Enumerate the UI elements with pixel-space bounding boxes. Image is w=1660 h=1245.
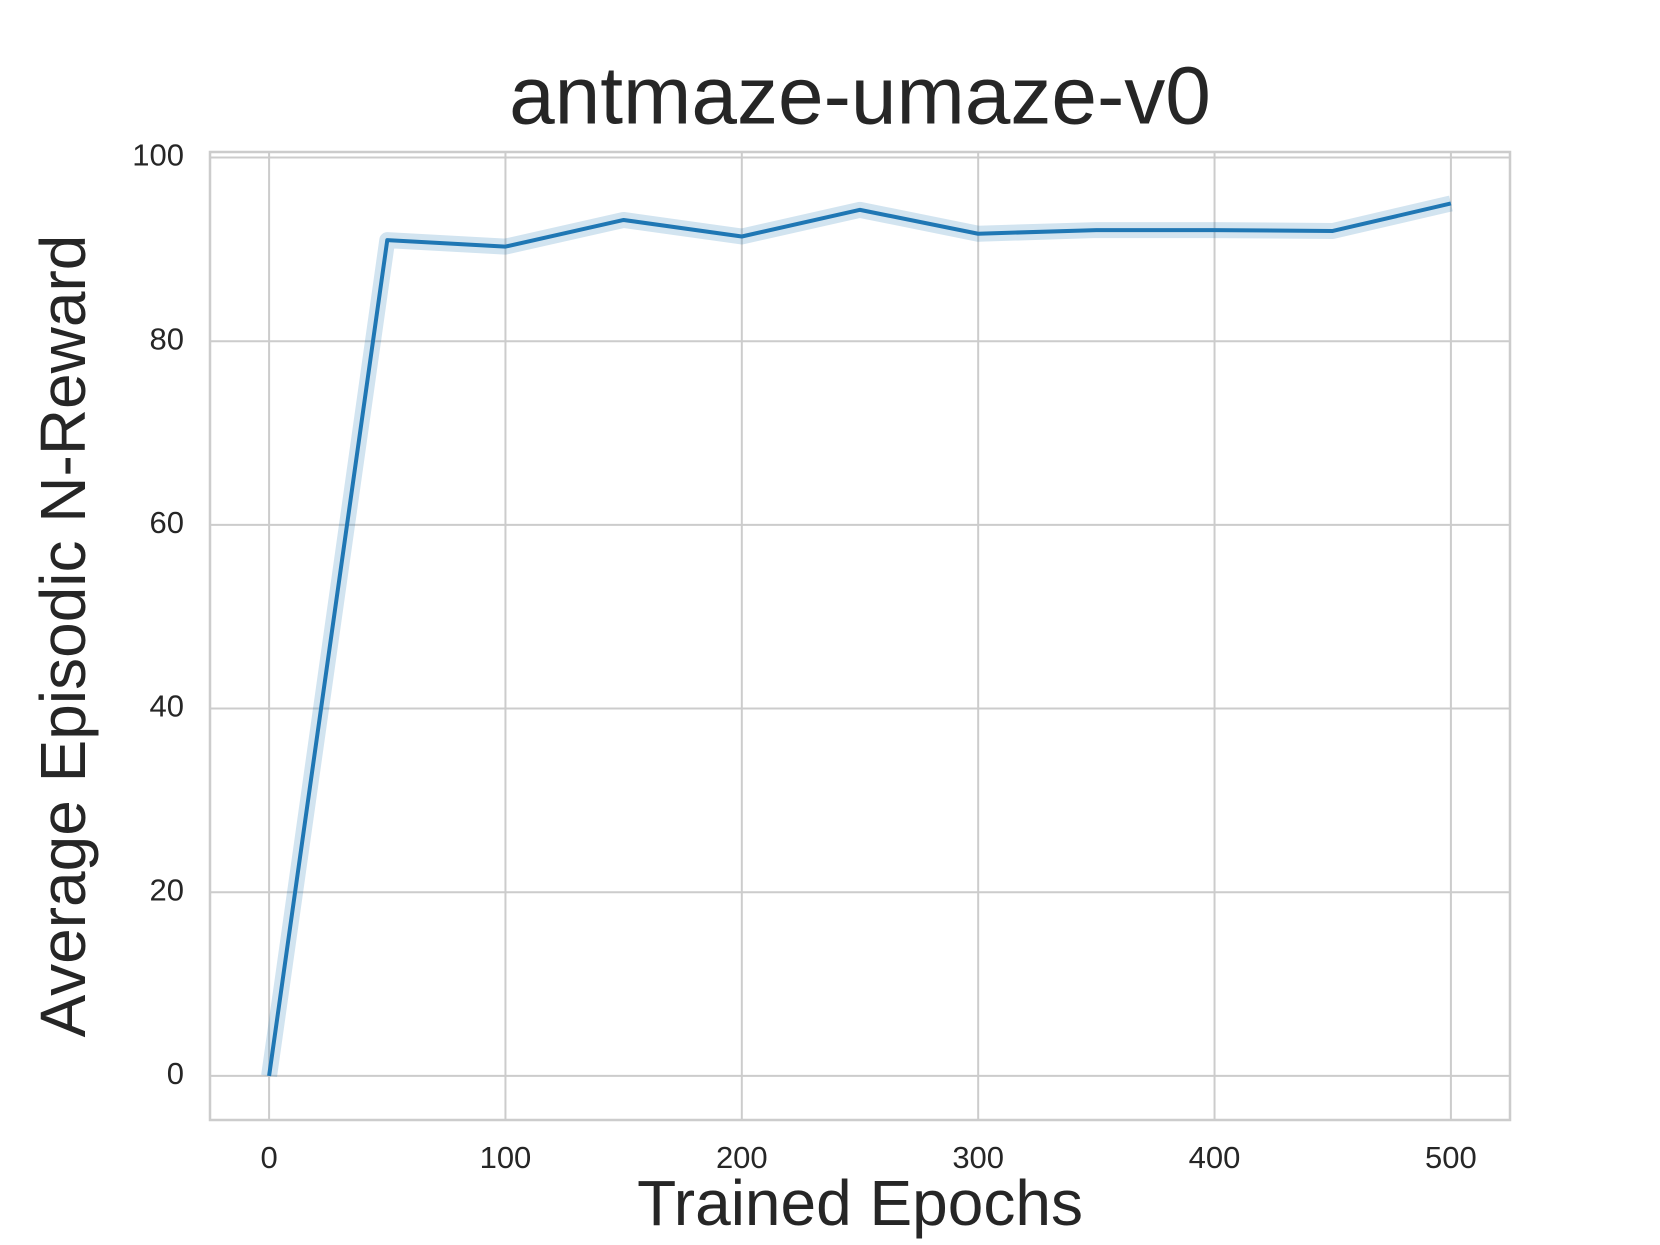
y-axis-label: Average Episodic N-Reward — [27, 235, 99, 1038]
line — [267, 201, 1452, 1077]
x-tick-label: 300 — [952, 1140, 1004, 1175]
x-tick-label: 200 — [716, 1140, 768, 1175]
chart-title: antmaze-umaze-v0 — [509, 51, 1211, 142]
y-tick-label: 60 — [150, 505, 184, 540]
y-tick-label: 0 — [167, 1056, 184, 1091]
y-tick-label: 80 — [150, 321, 184, 356]
y-tick-label: 100 — [132, 138, 184, 173]
line-band — [261, 195, 1453, 1078]
y-tick-label: 20 — [150, 872, 184, 907]
x-axis-label: Trained Epochs — [637, 1167, 1083, 1239]
x-tick-label: 100 — [480, 1140, 532, 1175]
x-tick-label: 0 — [260, 1140, 277, 1175]
plot-frame — [208, 150, 1512, 1122]
x-tick-label: 500 — [1425, 1140, 1477, 1175]
x-tick-label: 400 — [1189, 1140, 1241, 1175]
y-tick-label: 40 — [150, 689, 184, 724]
